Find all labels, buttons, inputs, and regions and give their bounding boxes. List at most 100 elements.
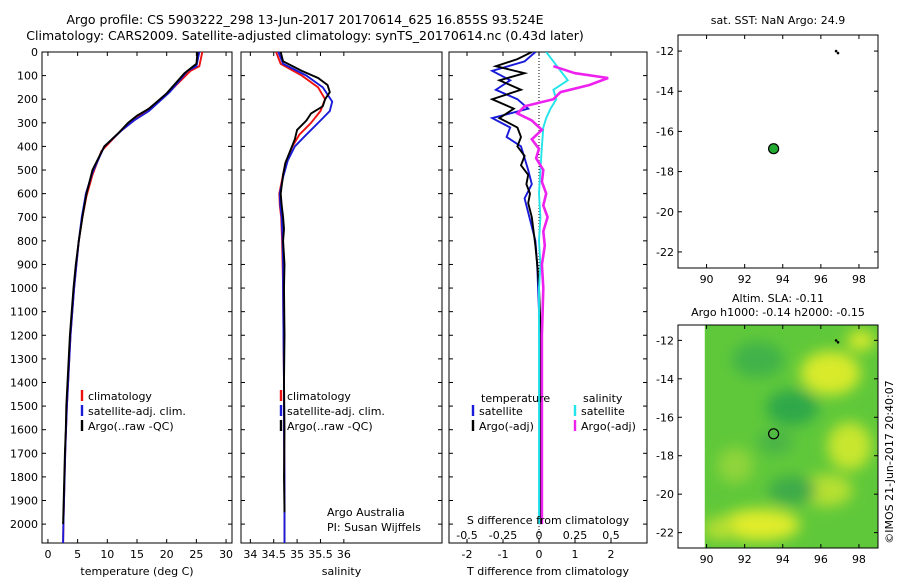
x-tick-label: 0 bbox=[44, 548, 51, 561]
x-tick-label: 94 bbox=[776, 273, 790, 286]
secondary-tick-label: 0 bbox=[536, 529, 543, 542]
salinity-panel: 34 34.5 35 35.5 36 salinity climatology satelli… bbox=[240, 51, 443, 578]
y-tick-label: 700 bbox=[17, 211, 38, 224]
map-frame bbox=[677, 324, 879, 549]
x-tick-label: 34.5 bbox=[261, 548, 286, 561]
figure-title-line1: Argo profile: CS 5903222_298 13-Jun-2017… bbox=[66, 12, 543, 27]
heatmap-blob bbox=[704, 516, 736, 541]
secondary-tick-label: -0.25 bbox=[489, 529, 517, 542]
heatmap-blob bbox=[732, 341, 784, 378]
y-tick-label: 1300 bbox=[10, 353, 38, 366]
x-tick-label: 96 bbox=[814, 553, 828, 566]
x-tick-label: 90 bbox=[700, 553, 714, 566]
y-tick-label: -20 bbox=[656, 206, 674, 219]
y-tick-label: 800 bbox=[17, 235, 38, 248]
heatmap-blob bbox=[800, 351, 861, 396]
legend-header-salinity: salinity bbox=[583, 392, 623, 405]
heatmap-blob bbox=[719, 508, 800, 541]
y-tick-label: 100 bbox=[17, 70, 38, 83]
legend-label: Argo(-adj) bbox=[581, 420, 636, 433]
y-tick-label: -16 bbox=[656, 125, 674, 138]
x-tick-label: 96 bbox=[814, 273, 828, 286]
series-line bbox=[279, 52, 331, 513]
sla-map-title-line1: Altim. SLA: -0.11 bbox=[732, 292, 824, 305]
secondary-axis-label: S difference from climatology bbox=[467, 514, 630, 527]
y-tick-label: 1500 bbox=[10, 400, 38, 413]
sla-map-panel: 90 92 94 96 98 -12 -14 -16 -18 -20 -22 Altim. SLA: … bbox=[656, 292, 896, 566]
argo-annotation: PI: Susan Wijffels bbox=[327, 521, 421, 534]
float-marker bbox=[768, 428, 780, 440]
secondary-tick-label: 0.25 bbox=[563, 529, 588, 542]
heatmap-blob bbox=[800, 474, 853, 507]
x-tick-label: 94 bbox=[776, 553, 790, 566]
y-tick-label: 1600 bbox=[10, 424, 38, 437]
y-tick-label: -20 bbox=[656, 488, 674, 501]
y-tick-label: 0 bbox=[31, 46, 38, 59]
track-point bbox=[836, 51, 840, 55]
x-tick-label: 0 bbox=[536, 548, 543, 561]
temperature-panel: 0100200300400500600700800900100011001200… bbox=[10, 46, 233, 578]
legend-label: climatology bbox=[287, 390, 351, 403]
x-tick-label: 90 bbox=[700, 273, 714, 286]
x-axis-label: T difference from climatology bbox=[466, 565, 629, 578]
y-tick-label: 1400 bbox=[10, 376, 38, 389]
heatmap-blob bbox=[766, 389, 819, 426]
y-tick-label: 300 bbox=[17, 117, 38, 130]
y-tick-label: 1700 bbox=[10, 447, 38, 460]
x-tick-label: 30 bbox=[219, 548, 233, 561]
y-tick-label: 1100 bbox=[10, 306, 38, 319]
track-point bbox=[836, 341, 840, 344]
x-tick-label: 1 bbox=[572, 548, 579, 561]
x-tick-label: 5 bbox=[74, 548, 81, 561]
secondary-tick-label: -0.5 bbox=[456, 529, 477, 542]
sst-map-title: sat. SST: NaN Argo: 24.9 bbox=[711, 14, 845, 27]
y-tick-label: -22 bbox=[656, 527, 674, 540]
legend-label: satellite bbox=[581, 405, 625, 418]
argo-annotation: Argo Australia bbox=[327, 506, 405, 519]
x-tick-label: -2 bbox=[462, 548, 473, 561]
series-line bbox=[515, 64, 609, 525]
y-tick-label: 400 bbox=[17, 140, 38, 153]
sla-heatmap bbox=[704, 325, 878, 548]
x-tick-label: 36 bbox=[337, 548, 351, 561]
plot-frame bbox=[240, 51, 443, 544]
plot-frame bbox=[41, 51, 233, 544]
heatmap-blob bbox=[757, 430, 794, 455]
y-tick-label: 1200 bbox=[10, 329, 38, 342]
x-tick-label: 34 bbox=[243, 548, 257, 561]
float-marker bbox=[768, 143, 780, 155]
map-frame bbox=[677, 34, 879, 269]
imos-timestamp: ©IMOS 21-Jun-2017 20:40:07 bbox=[883, 380, 896, 544]
y-tick-label: -18 bbox=[656, 166, 674, 179]
legend-label: satellite bbox=[479, 405, 523, 418]
legend-header-temperature: temperature bbox=[481, 392, 550, 405]
y-tick-label: -14 bbox=[656, 373, 674, 386]
x-tick-label: 25 bbox=[189, 548, 203, 561]
track-point bbox=[834, 339, 838, 342]
heatmap-blobs bbox=[704, 330, 875, 541]
difference-panel: -2 -1 0 1 2 T difference from climatology temp… bbox=[448, 51, 648, 578]
x-tick-label: -1 bbox=[498, 548, 509, 561]
x-tick-label: 15 bbox=[130, 548, 144, 561]
heatmap-blob bbox=[827, 422, 872, 471]
sst-map-panel: 90 92 94 96 98 -12 -14 -16 -18 -20 -22 sat. SST: Na… bbox=[656, 14, 879, 286]
y-tick-label: -12 bbox=[656, 334, 674, 347]
y-tick-label: 2000 bbox=[10, 518, 38, 531]
x-tick-label: 98 bbox=[852, 273, 866, 286]
plot-frame bbox=[448, 51, 648, 544]
legend-label: satellite-adj. clim. bbox=[287, 405, 385, 418]
y-tick-label: -14 bbox=[656, 85, 674, 98]
y-tick-label: 1900 bbox=[10, 495, 38, 508]
x-tick-label: 20 bbox=[160, 548, 174, 561]
y-tick-label: 600 bbox=[17, 188, 38, 201]
heatmap-blob bbox=[717, 447, 754, 484]
x-axis-label: salinity bbox=[322, 565, 362, 578]
legend-label: Argo(-adj) bbox=[479, 420, 534, 433]
legend-label: climatology bbox=[88, 390, 152, 403]
y-tick-label: -12 bbox=[656, 45, 674, 58]
figure-title-line2: Climatology: CARS2009. Satellite-adjuste… bbox=[26, 28, 583, 43]
heatmap-blob bbox=[846, 330, 875, 351]
y-tick-label: 500 bbox=[17, 164, 38, 177]
heatmap-blob bbox=[768, 476, 817, 505]
y-tick-label: -22 bbox=[656, 246, 674, 259]
